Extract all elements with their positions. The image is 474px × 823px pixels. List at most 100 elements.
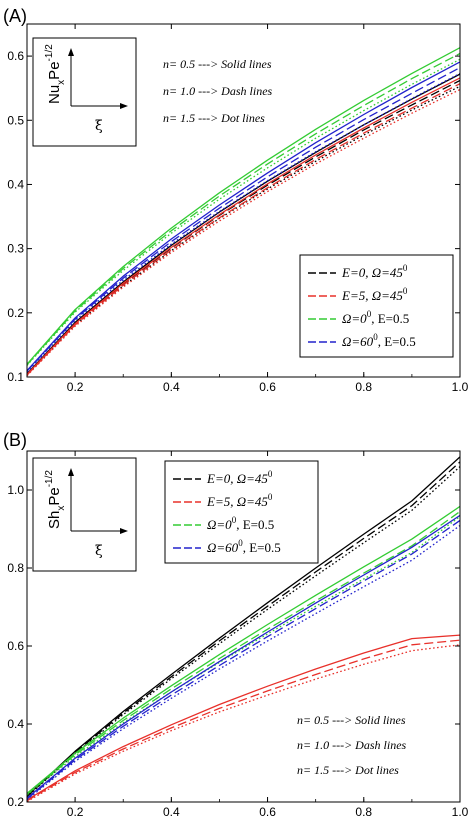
legend-tail: , E=0.5 <box>236 517 274 532</box>
inset-box <box>32 37 137 147</box>
legend-sup: 0 <box>238 538 243 548</box>
inset-y-label-main: Sh <box>46 511 63 529</box>
series-line-2 <box>27 85 460 376</box>
legend-sup: 0 <box>268 469 273 479</box>
inset-x-label: ξ <box>95 118 103 134</box>
y-tick-label: 0.8 <box>7 561 24 575</box>
legend-sup: 0 <box>403 263 408 273</box>
legend-entry: Ω=00, E=0.5 <box>207 515 274 532</box>
legend-entry: E=0, Ω=450 <box>341 263 408 280</box>
y-tick-label: 0.1 <box>7 370 24 384</box>
y-tick-label: 0.3 <box>7 242 24 256</box>
series-line-6 <box>27 505 460 794</box>
series-line-9 <box>27 61 460 372</box>
series-line-0 <box>27 456 460 797</box>
legend-entry: E=5, Ω=450 <box>341 286 408 303</box>
legend-sup: 0 <box>268 492 273 502</box>
y-tick-label: 0.6 <box>7 49 24 63</box>
legend-label: E=0, Ω=45 <box>341 265 403 280</box>
legend-sup: 0 <box>367 309 372 319</box>
x-tick-label: 0.4 <box>163 805 180 819</box>
y-tick-label: 0.4 <box>7 717 24 731</box>
line-style-note: n= 1.5 ---> Dot lines <box>297 763 399 777</box>
series-group <box>27 47 460 377</box>
inset-y-label-rest: Pe <box>46 61 63 79</box>
legend-tail: , E=0.5 <box>378 334 416 349</box>
legend-label: E=0, Ω=45 <box>206 471 268 486</box>
legend-label: Ω=60 <box>207 540 239 555</box>
inset-y-label-sub: x <box>56 506 67 511</box>
legend-entry: Ω=600, E=0.5 <box>207 538 281 555</box>
panel-a: (A) 0.2 0.4 0.6 0.8 1.0 0.1 0.2 0.3 0.4 0.5 0.6 NuxP… <box>3 6 469 394</box>
inset-x-label: ξ <box>95 543 103 559</box>
series-line-1 <box>27 79 460 375</box>
y-tick-label: 1.0 <box>7 483 24 497</box>
x-tick-label: 0.6 <box>259 380 276 394</box>
x-tick-label: 1.0 <box>452 380 469 394</box>
legend-tail: , E=0.5 <box>371 311 409 326</box>
legend-label: E=5, Ω=45 <box>206 494 268 509</box>
legend-box <box>299 254 454 358</box>
series-line-3 <box>27 634 460 801</box>
inset-y-arrow-icon <box>68 48 74 56</box>
x-tick-label: 0.2 <box>67 380 84 394</box>
plot-frame <box>26 23 461 378</box>
panel-b: (B) 0.2 0.4 0.6 0.8 1.0 0.2 0.4 0.6 0.8 1.0 ShxPe-1… <box>3 430 469 819</box>
series-line-7 <box>27 510 460 795</box>
series-line-3 <box>27 77 460 375</box>
series-line-10 <box>27 67 460 372</box>
x-tick-label: 0.6 <box>259 805 276 819</box>
y-tick-label: 0.2 <box>7 306 24 320</box>
inset-box <box>32 457 137 572</box>
legend-sup: 0 <box>373 332 378 342</box>
legend-label: Ω=60 <box>342 334 374 349</box>
series-line-11 <box>27 72 460 373</box>
legend-entry: Ω=600, E=0.5 <box>342 332 416 349</box>
y-tick-label: 0.5 <box>7 113 24 127</box>
x-tick-label: 0.8 <box>355 380 372 394</box>
legend-entry: E=5, Ω=450 <box>206 492 273 509</box>
legend-label: Ω=0 <box>207 517 232 532</box>
series-line-9 <box>27 514 460 799</box>
plot-frame <box>26 450 461 803</box>
inset-y-label-sub: x <box>56 80 67 85</box>
series-line-1 <box>27 461 460 797</box>
series-line-4 <box>27 639 460 802</box>
series-line-5 <box>27 88 460 377</box>
line-style-note: n= 1.5 ---> Dot lines <box>163 111 265 125</box>
legend-sup: 0 <box>232 515 237 525</box>
series-line-4 <box>27 83 460 376</box>
legend-tail: , E=0.5 <box>243 540 281 555</box>
inset-x-arrow-icon <box>120 103 128 109</box>
series-line-0 <box>27 73 460 375</box>
series-line-8 <box>27 58 460 366</box>
series-line-7 <box>27 52 460 366</box>
series-line-11 <box>27 524 460 801</box>
x-tick-label: 0.4 <box>163 380 180 394</box>
legend-box <box>164 460 319 564</box>
inset-y-label: ShxPe-1/2 <box>44 470 67 529</box>
line-style-note: n= 1.0 ---> Dash lines <box>163 84 273 98</box>
x-tick-label: 0.2 <box>67 805 84 819</box>
inset-y-label-main: Nu <box>46 85 63 104</box>
series-line-6 <box>27 47 460 365</box>
y-tick-label: 0.4 <box>7 177 24 191</box>
inset-y-label-sup: -1/2 <box>44 44 55 62</box>
series-line-8 <box>27 515 460 796</box>
inset-y-label-sup: -1/2 <box>44 470 55 488</box>
y-tick-label: 0.2 <box>7 795 24 809</box>
panel-label: (A) <box>3 6 27 26</box>
series-line-10 <box>27 519 460 800</box>
line-style-note: n= 1.0 ---> Dash lines <box>297 738 407 752</box>
legend-entry: Ω=00, E=0.5 <box>342 309 409 326</box>
panel-label: (B) <box>3 430 27 450</box>
legend-label: Ω=0 <box>342 311 367 326</box>
inset-y-label: NuxPe-1/2 <box>44 44 67 104</box>
series-group <box>27 456 460 802</box>
inset-x-arrow-icon <box>120 528 128 534</box>
x-tick-label: 0.8 <box>355 805 372 819</box>
legend-label: E=5, Ω=45 <box>341 288 403 303</box>
inset-y-label-rest: Pe <box>46 487 63 505</box>
y-tick-label: 0.6 <box>7 639 24 653</box>
